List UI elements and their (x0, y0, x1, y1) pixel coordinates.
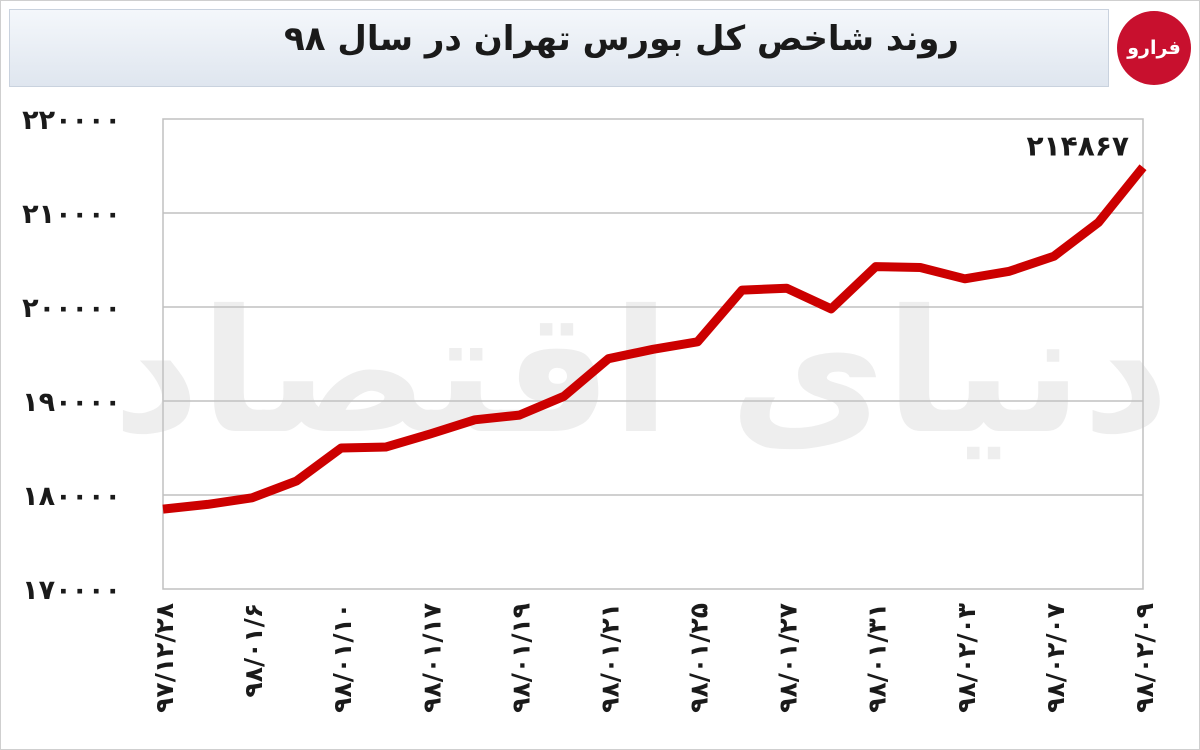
x-tick-label: ۹۸/۰۱/۱۹ (506, 603, 535, 713)
title-bar (9, 9, 1109, 87)
watermark-layer: دنیای اقتصاد (113, 274, 1170, 472)
grid-layer (162, 118, 1144, 590)
y-tick-label: ۱۷۰۰۰۰ (22, 575, 121, 606)
x-tick-label: ۹۸/۰۱/۲۵ (685, 603, 714, 713)
x-tick-label: ۹۸/۰۱/۱۷ (417, 603, 446, 713)
watermark-text: دنیای اقتصاد (113, 274, 1170, 472)
logo: فرارو (1117, 11, 1191, 85)
y-tick-label: ۲۱۰۰۰۰ (22, 199, 121, 230)
chart-title: روند شاخص کل بورس تهران در سال ۹۸ (283, 19, 959, 59)
y-tick-label: ۱۸۰۰۰۰ (22, 481, 121, 512)
y-tick-label: ۲۲۰۰۰۰ (22, 105, 121, 136)
y-tick-label: ۲۰۰۰۰۰ (22, 293, 121, 324)
y-tick-label: ۱۹۰۰۰۰ (22, 387, 121, 418)
x-tick-label: ۹۸/۰۱/۶ (239, 603, 268, 698)
x-tick-label: ۹۸/۰۱/۳۱ (863, 603, 892, 713)
x-tick-label: ۹۸/۰۱/۲۱ (595, 603, 624, 713)
plot-area-border (162, 118, 1144, 590)
x-tick-label: ۹۸/۰۱/۲۷ (774, 603, 803, 713)
x-tick-label: ۹۸/۰۲/۰۳ (952, 603, 981, 713)
x-tick-label: ۹۸/۰۱/۱۰ (328, 603, 357, 713)
label-layer: ۱۷۰۰۰۰ ۱۸۰۰۰۰ ۱۹۰۰۰۰ ۲۰۰۰۰۰ ۲۱۰۰۰۰ ۲۲۰۰۰۰ ۹۷/۱… (22, 105, 1159, 713)
data-label: ۲۱۴۸۶۷ (1026, 129, 1129, 162)
series-line (162, 164, 1147, 514)
series-layer (162, 164, 1147, 514)
x-tick-label: ۹۷/۱۲/۲۸ (150, 603, 179, 713)
x-tick-label: ۹۸/۰۲/۰۷ (1041, 603, 1070, 713)
x-tick-label: ۹۸/۰۲/۰۹ (1130, 603, 1159, 713)
